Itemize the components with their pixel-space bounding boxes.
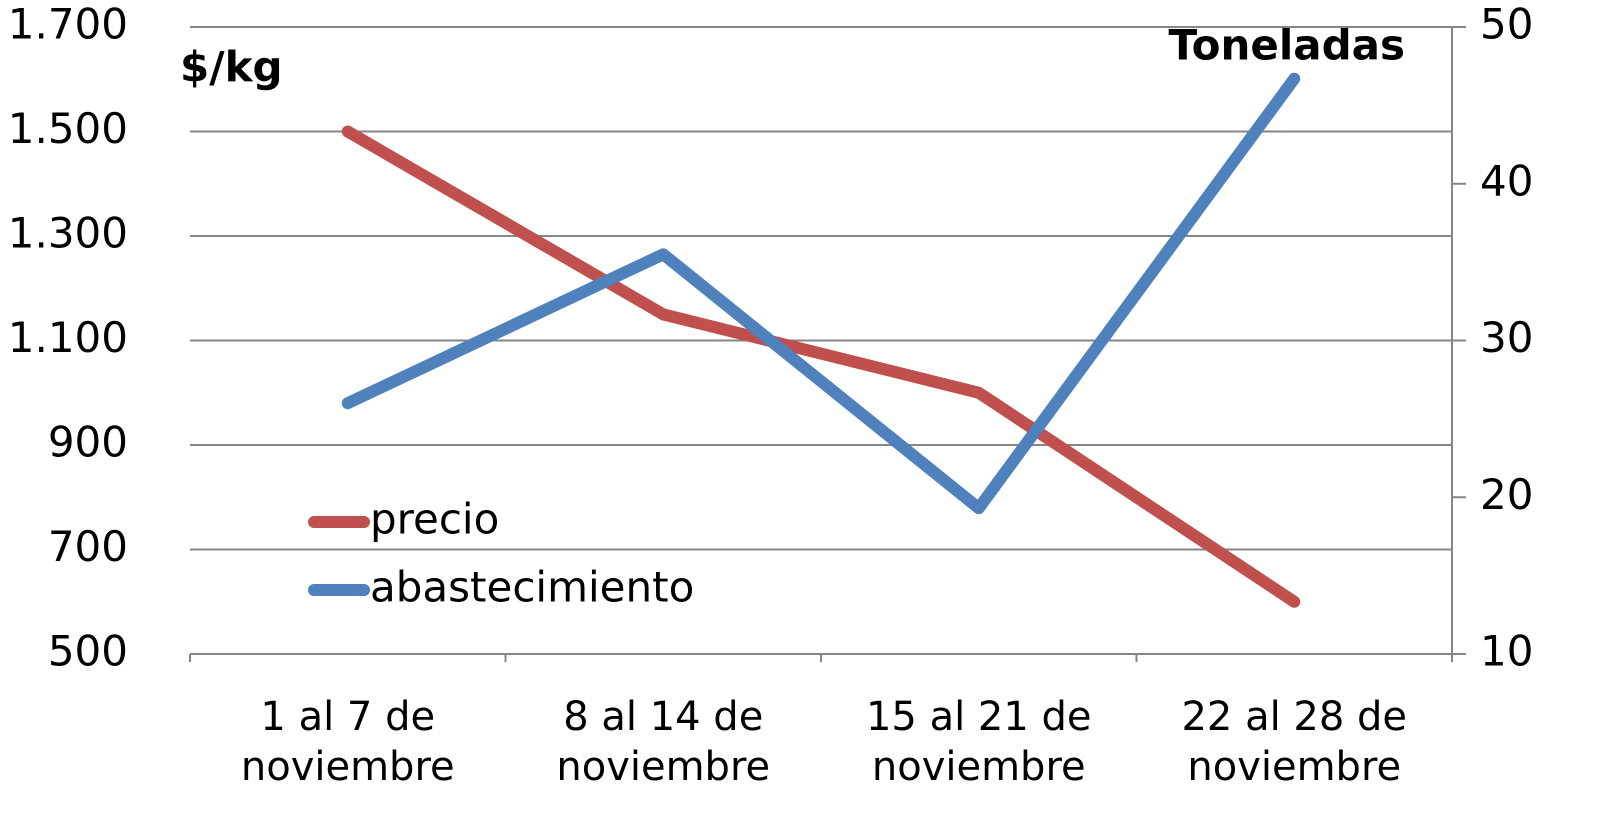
y-tick-label: 1.100: [8, 313, 128, 362]
x-tick-label: 8 al 14 de noviembre: [556, 694, 771, 790]
legend-label: abastecimiento: [370, 563, 694, 612]
y2-axis-label: Toneladas: [1169, 21, 1405, 70]
legend-label: precio: [370, 495, 499, 544]
series-line: [341, 72, 1301, 515]
y-tick-label: 1.500: [8, 104, 128, 153]
series-line: [341, 125, 1301, 608]
y-tick-label: 700: [48, 522, 128, 571]
y-tick-label: 1.300: [8, 209, 128, 258]
y2-tick-label: 20: [1480, 470, 1533, 519]
y-tick-label: 500: [48, 627, 128, 676]
y2-tick-label: 40: [1480, 156, 1533, 205]
y2-tick-label: 30: [1480, 313, 1533, 362]
x-tick-label: 22 al 28 de noviembre: [1181, 694, 1408, 790]
y-tick-label: 900: [48, 418, 128, 467]
x-tick-label: 1 al 7 de noviembre: [240, 694, 455, 790]
y2-tick-label: 50: [1480, 0, 1533, 49]
y-axis-label: $/kg: [180, 43, 283, 92]
x-tick-label: 15 al 21 de noviembre: [865, 694, 1092, 790]
y-tick-label: 1.700: [8, 0, 128, 49]
y2-tick-label: 10: [1480, 627, 1533, 676]
